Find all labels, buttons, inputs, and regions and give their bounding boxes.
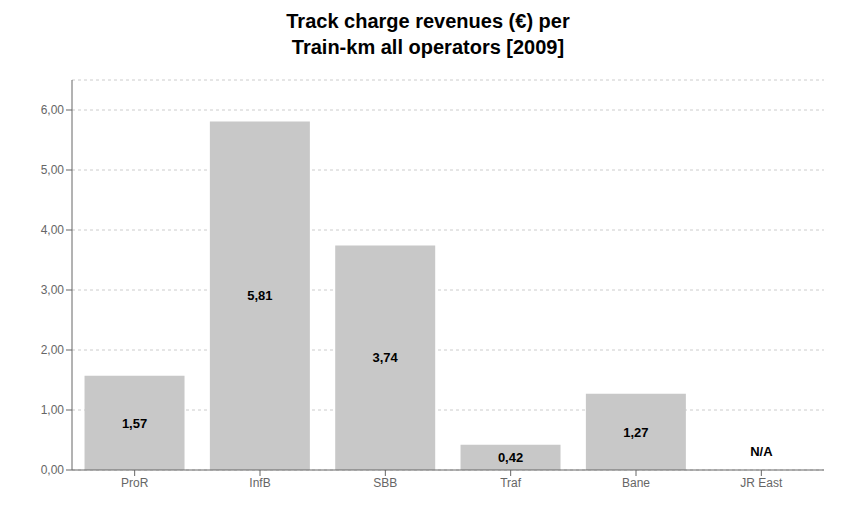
svg-text:1,00: 1,00 — [41, 403, 65, 417]
svg-text:4,00: 4,00 — [41, 223, 65, 237]
svg-text:5,00: 5,00 — [41, 163, 65, 177]
html-text:Track charge revenues (€) per: Track charge revenues (€) per Train-km a… — [286, 10, 570, 58]
svg-text:InfB: InfB — [249, 476, 270, 490]
svg-text:0,42: 0,42 — [498, 450, 523, 465]
svg-text:Bane: Bane — [622, 476, 650, 490]
svg-text:3,00: 3,00 — [41, 283, 65, 297]
svg-text:2,00: 2,00 — [41, 343, 65, 357]
svg-text:5,81: 5,81 — [247, 288, 272, 303]
svg-text:N/A: N/A — [750, 444, 773, 459]
svg-text:Traf: Traf — [500, 476, 522, 490]
svg-text:SBB: SBB — [373, 476, 397, 490]
svg-text:3,74: 3,74 — [373, 350, 399, 365]
svg-text:JR East: JR East — [740, 476, 783, 490]
svg-text:0,00: 0,00 — [41, 463, 65, 477]
svg-text:1,27: 1,27 — [623, 425, 648, 440]
svg-text:ProR: ProR — [121, 476, 149, 490]
svg-text:1,57: 1,57 — [122, 416, 147, 431]
svg-text:6,00: 6,00 — [41, 103, 65, 117]
